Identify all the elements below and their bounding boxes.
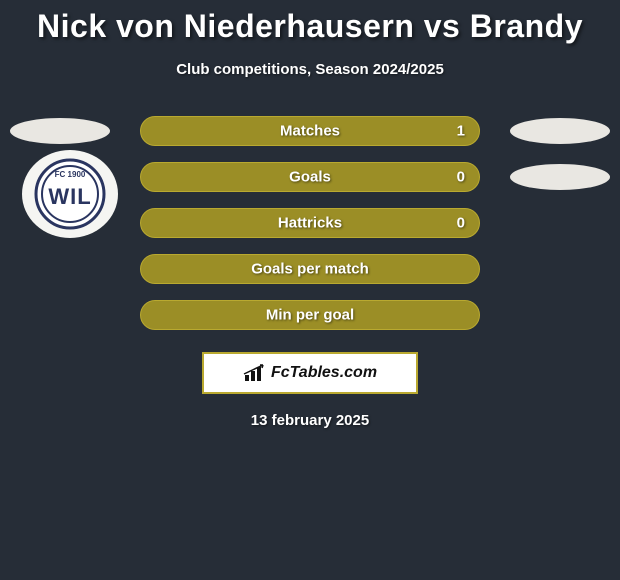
stat-label: Matches [141, 123, 479, 140]
bar-fill: Min per goal [140, 300, 480, 330]
bar-fill: Goals0 [140, 162, 480, 192]
stat-bar: Goals per match [140, 254, 480, 284]
stat-value: 0 [457, 169, 465, 186]
subtitle: Club competitions, Season 2024/2025 [0, 61, 620, 78]
stat-value: 0 [457, 215, 465, 232]
stat-label: Goals [141, 169, 479, 186]
bar-fill: Matches1 [140, 116, 480, 146]
brand-text: FcTables.com [271, 364, 377, 382]
right-ellipse [510, 118, 610, 144]
stat-bar: Goals0 [140, 162, 480, 192]
svg-text:WIL: WIL [48, 184, 91, 209]
stat-bar: Hattricks0 [140, 208, 480, 238]
right-ellipse [510, 164, 610, 190]
stat-row: Goals per match [0, 246, 620, 292]
bar-chart-icon [243, 363, 267, 383]
stat-bar: Min per goal [140, 300, 480, 330]
stat-label: Goals per match [141, 261, 479, 278]
club-badge: FC 1900 WIL [22, 150, 118, 238]
page-title: Nick von Niederhausern vs Brandy [0, 0, 620, 45]
svg-text:FC 1900: FC 1900 [55, 170, 86, 179]
stat-value: 1 [457, 123, 465, 140]
left-ellipse [10, 118, 110, 144]
stat-bar: Matches1 [140, 116, 480, 146]
stat-row: Min per goal [0, 292, 620, 338]
bar-fill: Hattricks0 [140, 208, 480, 238]
brand-badge: FcTables.com [202, 352, 418, 394]
stat-label: Min per goal [141, 307, 479, 324]
date-label: 13 february 2025 [0, 412, 620, 429]
comparison-chart: Matches1Goals0Hattricks0Goals per matchM… [0, 108, 620, 338]
bar-fill: Goals per match [140, 254, 480, 284]
stat-label: Hattricks [141, 215, 479, 232]
stat-row: Matches1 [0, 108, 620, 154]
